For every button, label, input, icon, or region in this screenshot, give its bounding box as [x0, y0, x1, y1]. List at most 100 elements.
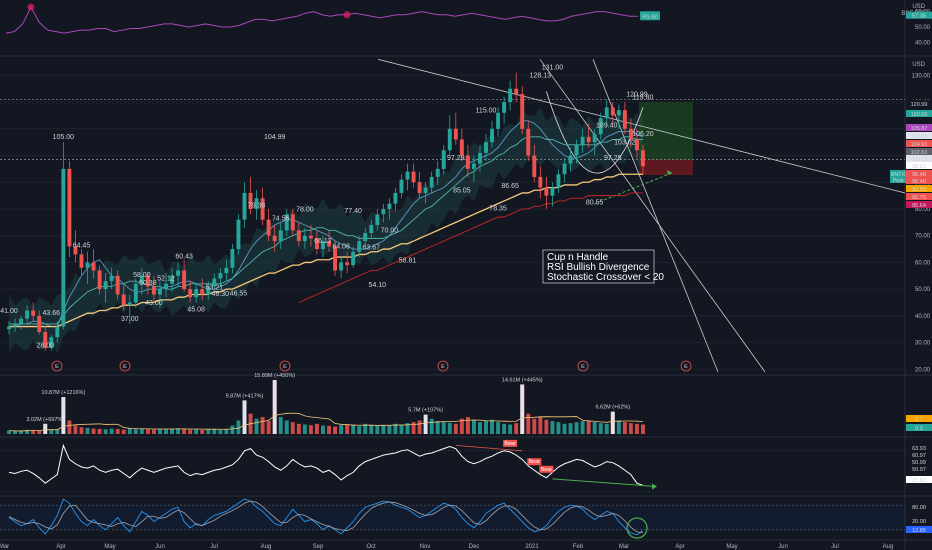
rs-axis-unit: USD: [912, 4, 925, 10]
pattern-annotation-line: Stochastic Crossover < 20: [547, 272, 664, 283]
candle-body: [556, 174, 561, 188]
volume-bar: [170, 428, 174, 434]
price-tag-bg: [906, 162, 932, 169]
volume-bar: [302, 424, 307, 434]
x-axis-month: Aug: [883, 544, 894, 550]
candle-body: [508, 88, 513, 103]
x-axis-month: Jun: [155, 544, 165, 550]
volume-bar: [538, 417, 543, 434]
price-annotation: 58.00: [133, 272, 151, 279]
x-axis-month: Dec: [469, 544, 480, 550]
candle-body: [314, 238, 319, 250]
volume-bar: [230, 425, 235, 434]
volume-bar: [586, 420, 591, 434]
candle-body: [254, 198, 259, 209]
stoch-crossover-circle: [626, 517, 648, 539]
volume-bar: [194, 429, 199, 434]
volume-bar: [212, 429, 217, 434]
earnings-marker-label: E: [684, 364, 688, 370]
candle-body: [604, 107, 609, 119]
candle-body: [212, 278, 217, 287]
rsi-tick: 37.83: [912, 478, 926, 484]
price-annotation: 45.08: [187, 306, 205, 313]
x-axis-month: Mar: [619, 544, 629, 550]
volume-bar: [375, 425, 380, 434]
volume-spike-label: 9.87M (+417%): [226, 393, 264, 399]
x-axis-month: Apr: [56, 544, 65, 550]
target-zone: [638, 102, 693, 160]
candle-body: [610, 107, 615, 116]
volume-bar: [508, 424, 513, 434]
candle-body: [308, 235, 313, 239]
candle-body: [31, 310, 36, 316]
price-tag-label: 102.61: [911, 150, 928, 156]
pattern-annotation-line: Cup n Handle: [547, 252, 609, 263]
price-tag-label: 120.99: [911, 102, 928, 108]
price-annotation: 28.00: [36, 343, 54, 350]
volume-bar: [574, 422, 579, 434]
price-annotation: 119.80: [633, 95, 654, 102]
candle-body: [43, 331, 48, 348]
price-axis-tick: 60.00: [915, 260, 931, 266]
candle-body: [284, 214, 289, 231]
price-tag-label: 104.91: [911, 142, 928, 148]
volume-bar: [188, 429, 193, 434]
price-annotation: 70.00: [381, 228, 399, 235]
volume-bar: [351, 425, 356, 434]
candle-body: [13, 323, 18, 327]
price-tag-bg: [906, 132, 932, 139]
volume-bar: [176, 428, 181, 434]
candle-body: [121, 294, 126, 306]
price-tag-label: 100.15: [911, 157, 928, 163]
candle-body: [194, 289, 199, 298]
ticker-tag-bg: [890, 170, 906, 183]
volume-bar: [73, 425, 78, 434]
earnings-marker-label: E: [283, 364, 287, 370]
price-annotation: 85.05: [453, 187, 471, 194]
candle-body: [151, 286, 156, 295]
candle-body: [327, 241, 331, 247]
price-annotation: 106.20: [632, 131, 654, 138]
x-axis-month: Aug: [261, 544, 272, 550]
rsi-tag-bg: [906, 451, 932, 458]
candle-body: [345, 262, 350, 266]
pattern-annotation-box: [542, 249, 655, 284]
candle-body: [568, 155, 573, 164]
price-tag-bg: [906, 177, 932, 184]
candle-body: [574, 144, 579, 156]
candle-body: [622, 110, 627, 129]
volume-bar: [369, 424, 374, 434]
divergence-arrow-price: [594, 172, 673, 205]
rsi-bear-divergence: [455, 445, 523, 452]
candle-body: [411, 171, 416, 183]
candle-body: [260, 198, 265, 220]
volume-bar: [260, 417, 265, 434]
volume-spike-bar: [610, 411, 615, 434]
volume-bar: [200, 429, 205, 434]
price-tag-label: 120.00: [911, 112, 928, 118]
candle-body: [369, 225, 374, 234]
candle-body: [447, 128, 452, 151]
rsi-tick: 50.97: [912, 467, 926, 473]
volume-bar: [127, 428, 132, 434]
price-annotation: 74.56: [272, 216, 290, 223]
price-annotation: 58.81: [399, 258, 417, 265]
rs-high-dot: [27, 3, 35, 11]
rs-badge-bg: [640, 11, 660, 21]
rs-value-bg: [906, 11, 932, 19]
rsi-line: [8, 443, 644, 486]
candle-body: [526, 128, 531, 156]
volume-bar: [85, 427, 90, 434]
price-annotation: 115.00: [476, 107, 497, 114]
rsi-bear-tag: Bear: [504, 441, 516, 447]
candle-body: [115, 275, 120, 295]
rsi-tick: 60.97: [912, 453, 926, 459]
volume-bar: [151, 429, 156, 434]
volume-bar: [592, 422, 597, 434]
price-annotation: 53.21: [206, 285, 224, 292]
price-annotation: 63.67: [363, 245, 381, 252]
volume-bar: [381, 425, 386, 434]
rs-value: 57.36: [912, 14, 926, 20]
rs-badge: RS-60: [642, 14, 658, 20]
